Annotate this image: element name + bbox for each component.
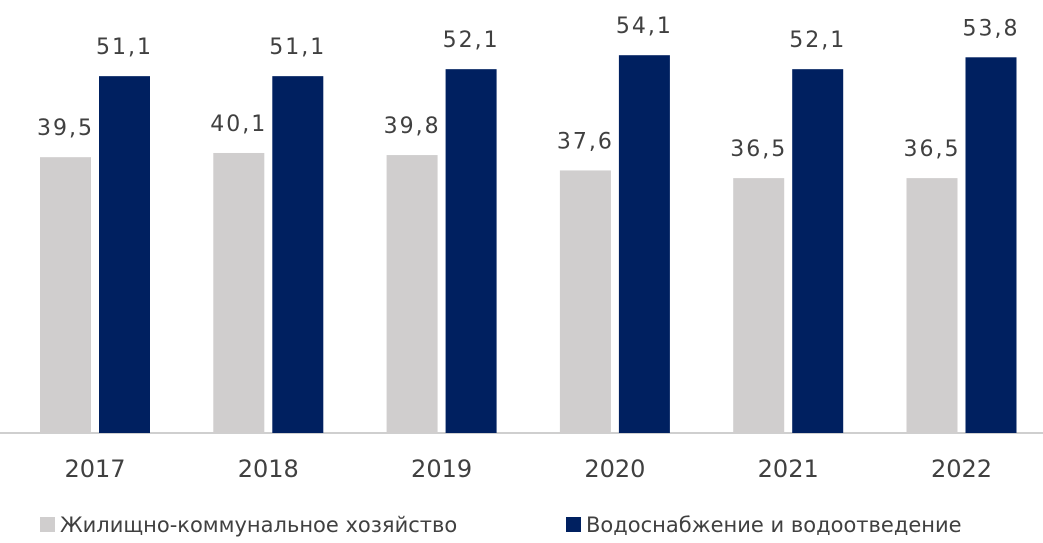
bar (559, 170, 611, 433)
data-label: 39,8 (384, 114, 441, 139)
bar (906, 178, 958, 433)
data-label: 37,6 (557, 129, 614, 154)
bar (618, 55, 670, 434)
data-label: 53,8 (963, 16, 1020, 41)
data-label: 40,1 (210, 112, 267, 137)
data-label: 52,1 (789, 28, 846, 53)
data-label: 51,1 (269, 35, 326, 60)
bar (213, 152, 265, 434)
x-tick-label: 2017 (64, 455, 125, 483)
x-tick-label: 2019 (411, 455, 472, 483)
x-tick-label: 2018 (238, 455, 299, 483)
x-tick-label: 2021 (758, 455, 819, 483)
bar (386, 155, 438, 433)
x-tick-label: 2020 (584, 455, 645, 483)
data-label: 51,1 (96, 35, 153, 60)
bar (445, 69, 497, 433)
bar (272, 76, 324, 433)
legend-label: Жилищно-коммунальное хозяйство (60, 513, 457, 537)
legend-label: Водоснабжение и водоотведение (586, 513, 962, 537)
bar (792, 69, 844, 433)
data-label: 54,1 (616, 14, 673, 39)
legend-swatch (566, 517, 581, 532)
data-label: 52,1 (443, 28, 500, 53)
x-tick-label: 2022 (931, 455, 992, 483)
bar (40, 157, 91, 434)
bar (99, 76, 150, 433)
data-label: 39,5 (37, 116, 94, 141)
bar (965, 57, 1017, 434)
data-label: 36,5 (904, 137, 961, 162)
legend-swatch (40, 517, 55, 532)
data-label: 36,5 (730, 137, 787, 162)
bar (733, 178, 785, 433)
